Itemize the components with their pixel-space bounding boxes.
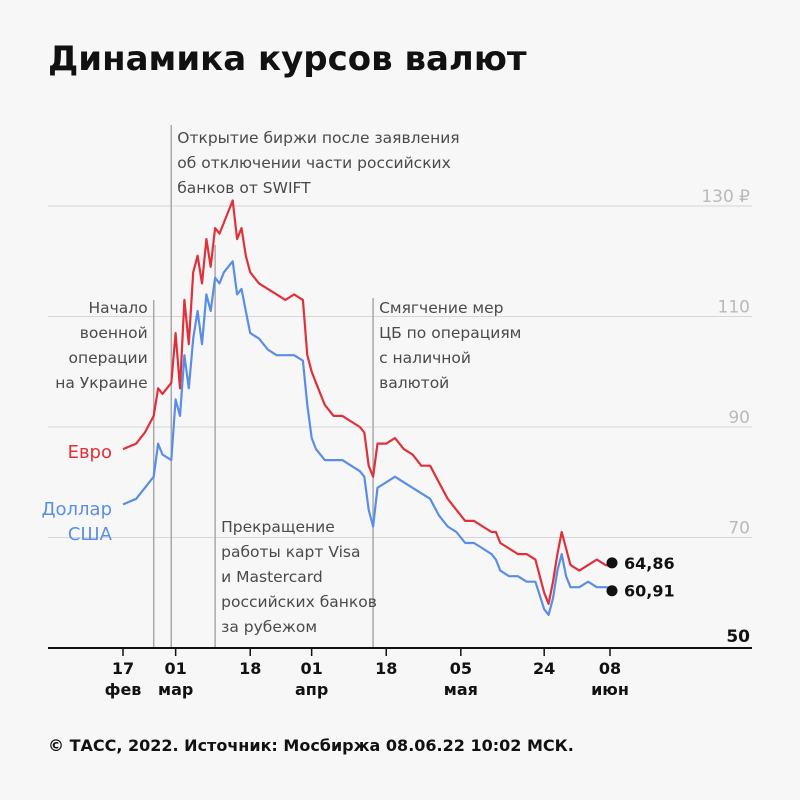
x-tick-month: мая — [444, 680, 478, 699]
grid-lines — [48, 205, 752, 656]
y-tick-label: 90 — [728, 408, 750, 428]
series-end-dot — [606, 585, 618, 597]
x-tick-month: фев — [105, 680, 142, 699]
series-line-1 — [122, 260, 611, 616]
series-label: Евро — [68, 442, 112, 463]
series-lines — [122, 199, 618, 616]
x-tick-month: апр — [295, 680, 328, 699]
event-annotation: Смягчение мер ЦБ по операциям с наличной ва… — [379, 299, 521, 392]
chart-labels: 130 ₽ 110 90 70 50 17 фев 01 мар 18 01 апр 18 05 мая 24… — [41, 129, 750, 699]
y-tick-label: 50 — [726, 627, 750, 647]
x-tick-day: 01 — [165, 659, 187, 678]
x-tick-day: 18 — [239, 659, 261, 678]
event-annotation: Открытие биржи после заявления об отключе… — [177, 129, 459, 197]
x-tick-day: 17 — [112, 659, 134, 678]
x-tick-month: июн — [591, 680, 629, 699]
x-tick-day: 01 — [301, 659, 323, 678]
chart-title: Динамика курсов валют — [48, 39, 527, 79]
x-tick-day: 24 — [533, 659, 555, 678]
x-tick-month: мар — [158, 680, 193, 699]
y-tick-label: 130 ₽ — [701, 187, 750, 207]
y-tick-label: 110 — [718, 298, 750, 318]
series-end-value: 60,91 — [624, 582, 675, 601]
event-annotation: Начало военной операции на Украине — [55, 299, 147, 392]
series-end-dot — [606, 557, 618, 569]
series-line-0 — [122, 199, 611, 605]
series-label: Доллар США — [41, 499, 112, 545]
x-tick-day: 05 — [450, 659, 472, 678]
y-tick-label: 70 — [728, 519, 750, 539]
x-tick-day: 18 — [375, 659, 397, 678]
event-annotation: Прекращение работы карт Visa и Mastercard р… — [221, 518, 377, 636]
series-end-value: 64,86 — [624, 554, 675, 573]
source-footer: © ТАСС, 2022. Источник: Мосбиржа 08.06.2… — [48, 736, 574, 755]
x-tick-day: 08 — [599, 659, 621, 678]
